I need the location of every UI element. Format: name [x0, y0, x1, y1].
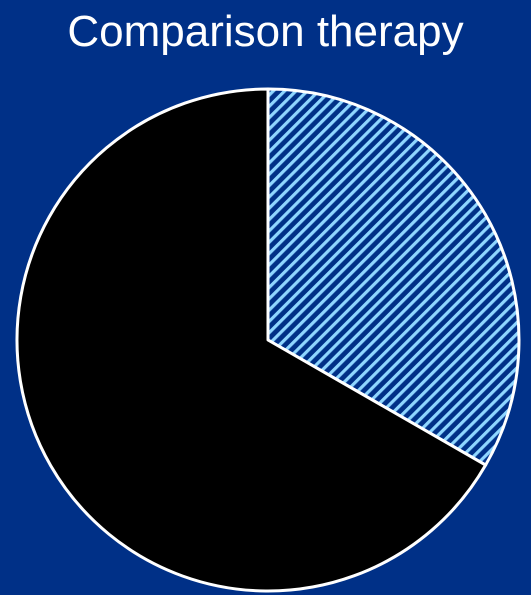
pie-slice-solid: [15, 87, 488, 593]
pie-slice-hatched: [266, 87, 521, 467]
chart-title: Comparison therapy: [67, 7, 464, 56]
